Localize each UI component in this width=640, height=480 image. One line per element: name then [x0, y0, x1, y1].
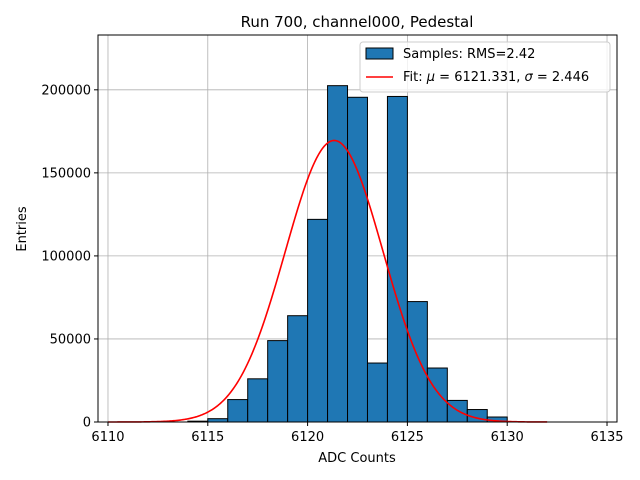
histogram-bar [287, 315, 309, 423]
legend-label-samples: Samples: RMS=2.42 [403, 47, 535, 62]
legend: Samples: RMS=2.42 Fit: μ = 6121.331, σ =… [359, 41, 611, 93]
x-tick-label: 6135 [590, 430, 623, 445]
histogram-bar [227, 399, 249, 423]
x-axis-label: ADC Counts [318, 451, 396, 466]
x-tick-label: 6115 [191, 430, 224, 445]
histogram-bar [327, 85, 349, 423]
x-tick-label: 6130 [491, 430, 524, 445]
legend-box [359, 41, 611, 93]
plot-frame [97, 34, 618, 423]
histogram-bar [307, 218, 329, 423]
histogram-bar [267, 340, 289, 423]
y-tick-label: 0 [83, 416, 91, 431]
x-axis-ticks: 6110 6115 6120 6125 6130 6135 [91, 422, 624, 445]
histogram-bar [406, 301, 428, 423]
legend-fit-mu-value: = 6121.331, [435, 70, 524, 85]
fit-curve [107, 139, 548, 423]
legend-fit-sigma: σ [525, 70, 534, 85]
y-tick-label: 100000 [41, 249, 91, 264]
y-axis-label: Entries [15, 206, 30, 252]
histogram-bar [386, 95, 408, 423]
y-axis-ticks: 0 50000 100000 150000 200000 [41, 83, 98, 431]
chart-title: Run 700, channel000, Pedestal [241, 13, 474, 31]
histogram-bar [247, 378, 269, 423]
legend-fit-mu: μ [426, 70, 435, 85]
legend-label-fit: Fit: μ = 6121.331, σ = 2.446 [403, 70, 589, 85]
legend-fit-prefix: Fit: [403, 70, 427, 85]
histogram-bars [187, 85, 508, 423]
histogram-bar [347, 96, 368, 423]
y-tick-label: 150000 [41, 166, 91, 181]
x-tick-label: 6120 [291, 430, 324, 445]
histogram-bar [426, 367, 448, 423]
x-tick-label: 6110 [91, 430, 124, 445]
legend-fit-sigma-value: = 2.446 [533, 70, 589, 85]
legend-swatch-samples [365, 47, 394, 60]
x-tick-label: 6125 [391, 430, 424, 445]
y-tick-label: 50000 [50, 332, 91, 347]
histogram-bar [366, 362, 388, 423]
y-tick-label: 200000 [41, 83, 91, 98]
